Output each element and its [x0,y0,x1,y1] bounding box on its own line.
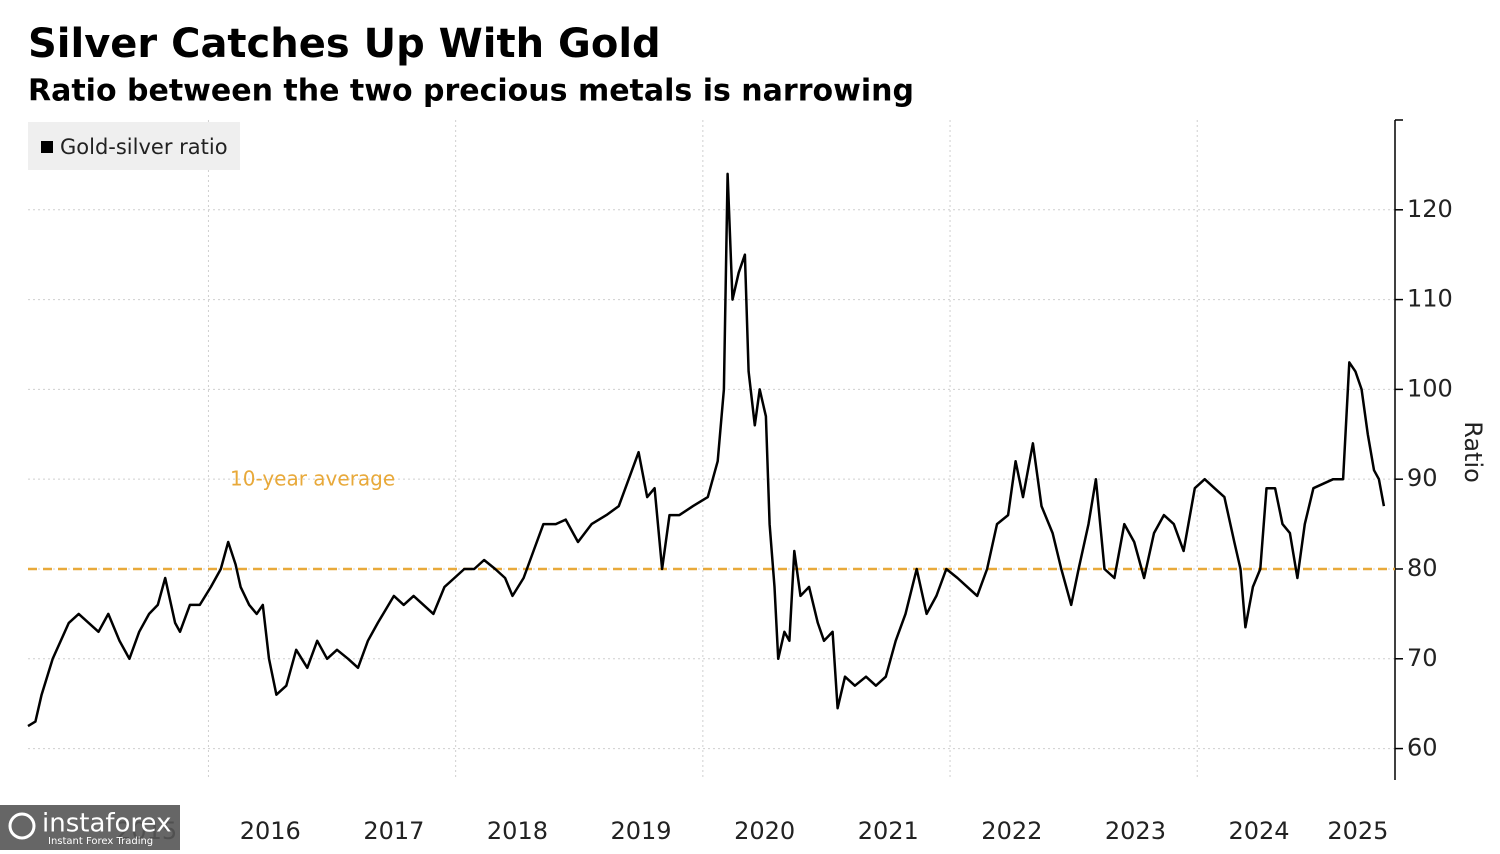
watermark-icon [8,812,36,840]
watermark-brand: instaforex [42,809,171,839]
watermark-tagline: Instant Forex Trading [48,836,153,847]
y-tick-label: 70 [1407,644,1438,672]
y-tick-label: 100 [1407,374,1453,402]
reference-label: 10-year average [230,467,395,491]
x-tick-label: 2024 [1229,817,1290,845]
x-tick-label: 2022 [981,817,1042,845]
y-tick-label: 110 [1407,285,1453,313]
data-line [27,172,1386,728]
x-tick-label: 2017 [363,817,424,845]
y-tick-label: 90 [1407,464,1438,492]
x-tick-label: 2019 [611,817,672,845]
x-tick-label: 2020 [734,817,795,845]
legend-label: Gold-silver ratio [60,135,228,159]
y-tick-label: 60 [1407,734,1438,762]
x-tick-label: 2018 [487,817,548,845]
x-tick-label: 2023 [1105,817,1166,845]
x-tick-label: 2025 [1327,817,1388,845]
chart-title: Silver Catches Up With Gold [28,21,661,67]
y-axis-label: Ratio [1459,421,1487,483]
y-tick-label: 80 [1407,554,1438,582]
x-tick-label: 2021 [858,817,919,845]
chart-subtitle: Ratio between the two precious metals is… [28,74,914,109]
y-tick-label: 120 [1407,195,1453,223]
watermark-box [0,805,180,850]
x-tick-label: 2016 [240,817,301,845]
legend-box [28,122,240,170]
legend-swatch [41,141,53,153]
